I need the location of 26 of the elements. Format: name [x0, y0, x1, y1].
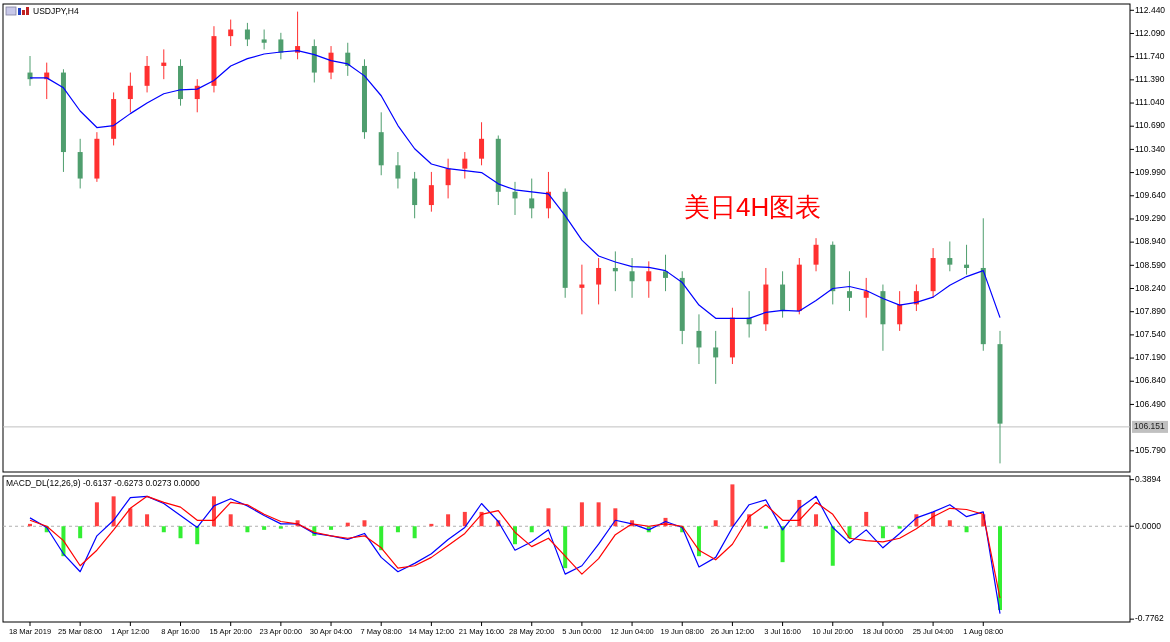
y-tick-label: 109.290	[1135, 213, 1166, 224]
y-tick-label: 108.240	[1135, 282, 1166, 293]
y-tick-label: 106.490	[1135, 398, 1166, 409]
y-tick-label: 108.940	[1135, 236, 1166, 247]
y-tick-label: 109.640	[1135, 190, 1166, 201]
y-tick-label: 107.890	[1135, 305, 1166, 316]
y-tick-label: 106.840	[1135, 375, 1166, 386]
y-tick-label: 110.690	[1135, 120, 1166, 131]
y-tick-label: 109.990	[1135, 166, 1166, 177]
y-tick-label: 107.190	[1135, 352, 1166, 363]
y-tick-label: 111.390	[1135, 74, 1165, 85]
y-tick-label: -0.7762	[1135, 613, 1165, 624]
y-tick-label: 107.540	[1135, 329, 1166, 340]
y-tick-label: 111.040	[1135, 97, 1165, 108]
chart-title: USDJPY,H4	[33, 6, 79, 16]
y-tick-label: 105.790	[1135, 445, 1166, 456]
y-tick-label: 112.440	[1135, 4, 1166, 15]
chart-title: MACD_DL(12,26,9) -0.6137 -0.6273 0.0273 0.0000	[6, 478, 201, 488]
y-tick-label: 0.0000	[1135, 520, 1162, 531]
y-tick-label: 108.590	[1135, 259, 1166, 270]
y-tick-label: 111.740	[1135, 50, 1165, 61]
y-tick-label: 0.3894	[1135, 473, 1162, 484]
ref-line-label: 106.151	[1134, 421, 1165, 432]
y-tick-label: 112.090	[1135, 27, 1166, 38]
annotation: 美日4H图表	[684, 192, 822, 222]
y-tick-label: 110.340	[1135, 143, 1166, 154]
